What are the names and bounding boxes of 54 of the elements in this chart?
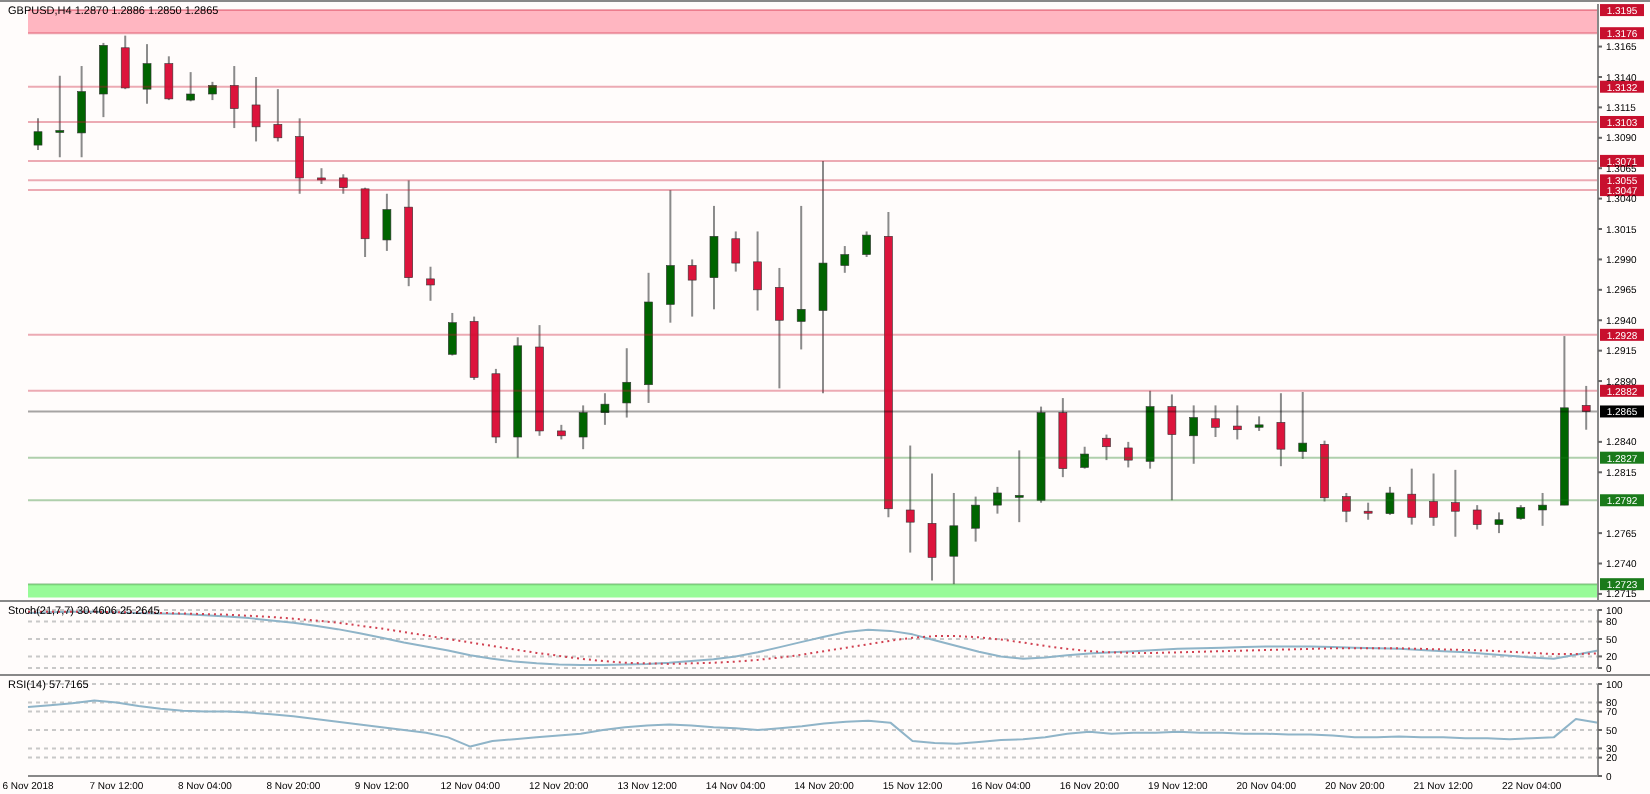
candlestick [273, 88, 283, 143]
candlestick [775, 266, 784, 390]
candlestick [687, 258, 697, 318]
candlestick [1211, 404, 1220, 439]
candlestick [1472, 504, 1482, 531]
candlestick [208, 80, 217, 102]
candlestick [338, 173, 348, 195]
candlestick [622, 347, 632, 419]
candlestick [142, 43, 152, 105]
candlestick [1581, 384, 1591, 431]
candlestick [1189, 404, 1198, 465]
candlestick [1014, 449, 1024, 524]
candlestick [1102, 433, 1111, 462]
candlestick [55, 74, 65, 159]
candlestick [927, 472, 937, 582]
candlestick [1451, 468, 1460, 538]
candlestick [1407, 467, 1417, 526]
candlestick [186, 71, 195, 103]
candlestick [905, 444, 915, 554]
candlestick [753, 230, 762, 312]
candlestick [731, 230, 741, 273]
candlestick [971, 495, 980, 543]
candlestick [1385, 485, 1395, 516]
line-series [27, 699, 1599, 748]
candlestick [840, 245, 850, 274]
candlestick [578, 404, 588, 451]
candlestick [1342, 491, 1351, 524]
candlestick [382, 192, 392, 252]
candlestick [666, 189, 675, 324]
candlestick [1080, 445, 1089, 470]
candlestick [120, 34, 130, 91]
candlestick [77, 65, 86, 159]
candlestick [426, 265, 435, 302]
candlestick [1429, 472, 1438, 527]
candlestick [448, 311, 457, 357]
candlestick [1276, 392, 1286, 468]
candlestick [1167, 393, 1177, 502]
candlestick [1538, 491, 1547, 527]
candlestick [796, 204, 806, 351]
candlestick [709, 204, 719, 311]
candlestick [33, 117, 43, 151]
candlestick [949, 491, 959, 586]
candlestick [993, 485, 1002, 515]
candlestick [1298, 391, 1308, 460]
candlestick [818, 159, 828, 395]
candlestick [1233, 404, 1242, 441]
candlestick [251, 75, 261, 143]
candlestick [862, 230, 871, 258]
candlestick [229, 65, 239, 130]
candlestick [600, 392, 610, 426]
candlestick [295, 117, 304, 195]
candlestick [1494, 511, 1504, 535]
candlestick [164, 55, 174, 102]
candlestick [1123, 440, 1133, 469]
